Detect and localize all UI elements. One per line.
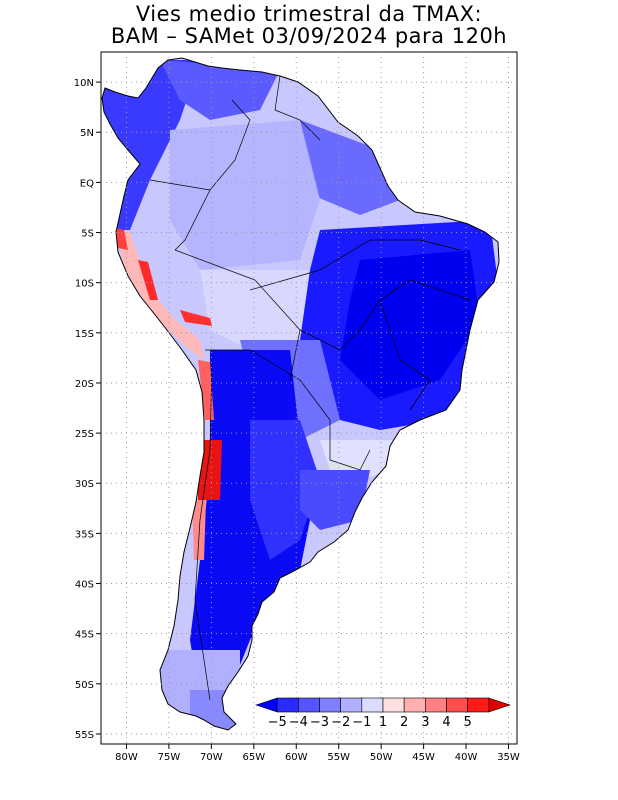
lon-tick-label: 80W	[115, 752, 138, 763]
lat-tick-label: 5S	[81, 229, 94, 240]
colorbar-label: −3	[310, 715, 329, 730]
colorbar-swatch	[403, 697, 426, 713]
colorbar-label: −1	[352, 715, 371, 730]
lat-tick-label: 15S	[75, 329, 94, 340]
lat-tick-label: 40S	[75, 580, 94, 591]
lon-tick-label: 65W	[243, 752, 266, 763]
map-title-line1: Vies medio trimestral da TMAX:	[135, 2, 483, 26]
lon-tick-label: 45W	[412, 752, 435, 763]
colorbar-label: 4	[442, 715, 450, 730]
axis-tick-labels: 80W 75W 70W 65W 60W 55W 50W 45W 40W 35W 10N 5N EQ 5S 1…	[74, 78, 520, 763]
lat-tick-label: EQ	[80, 178, 94, 189]
lat-tick-label: 25S	[75, 429, 94, 440]
colorbar-swatch	[298, 697, 320, 713]
lon-tick-label: 40W	[455, 752, 478, 763]
colorbar: −5 −4 −3 −2 −1 1 2 3 4 5	[255, 697, 511, 730]
graticule	[101, 52, 517, 744]
lon-tick-label: 55W	[327, 752, 350, 763]
colorbar-swatch	[488, 697, 511, 713]
colorbar-swatch	[276, 697, 299, 713]
colorbar-label: −4	[289, 715, 308, 730]
colorbar-swatch	[340, 697, 363, 713]
lat-tick-label: 35S	[75, 529, 94, 540]
lat-tick-label: 20S	[75, 379, 94, 390]
lat-tick-label: 10S	[75, 279, 94, 290]
colorbar-label: 3	[421, 715, 429, 730]
axis-ticks	[96, 81, 510, 749]
colorbar-swatch	[446, 697, 468, 713]
colorbar-swatch	[425, 697, 447, 713]
colorbar-swatch	[361, 697, 384, 713]
lat-tick-label: 55S	[75, 730, 94, 741]
lon-tick-label: 50W	[370, 752, 393, 763]
colorbar-label: 2	[400, 715, 408, 730]
lon-tick-label: 60W	[285, 752, 308, 763]
colorbar-swatch	[382, 697, 405, 713]
colorbar-label: 1	[379, 715, 387, 730]
colorbar-label: −5	[268, 715, 287, 730]
lat-tick-label: 10N	[74, 78, 94, 89]
colorbar-swatch	[319, 697, 341, 713]
colorbar-swatch	[467, 697, 490, 713]
lat-tick-label: 30S	[75, 479, 94, 490]
colorbar-label: 5	[464, 715, 472, 730]
country-borders	[149, 75, 471, 701]
lat-tick-label: 45S	[75, 630, 94, 641]
lon-tick-label: 75W	[158, 752, 181, 763]
lon-tick-label: 70W	[200, 752, 223, 763]
lat-tick-label: 5N	[80, 128, 94, 139]
colorbar-label: −2	[331, 715, 350, 730]
lat-tick-label: 50S	[75, 680, 94, 691]
lon-tick-label: 35W	[497, 752, 520, 763]
map-title-line2: BAM – SAMet 03/09/2024 para 120h	[110, 24, 508, 48]
